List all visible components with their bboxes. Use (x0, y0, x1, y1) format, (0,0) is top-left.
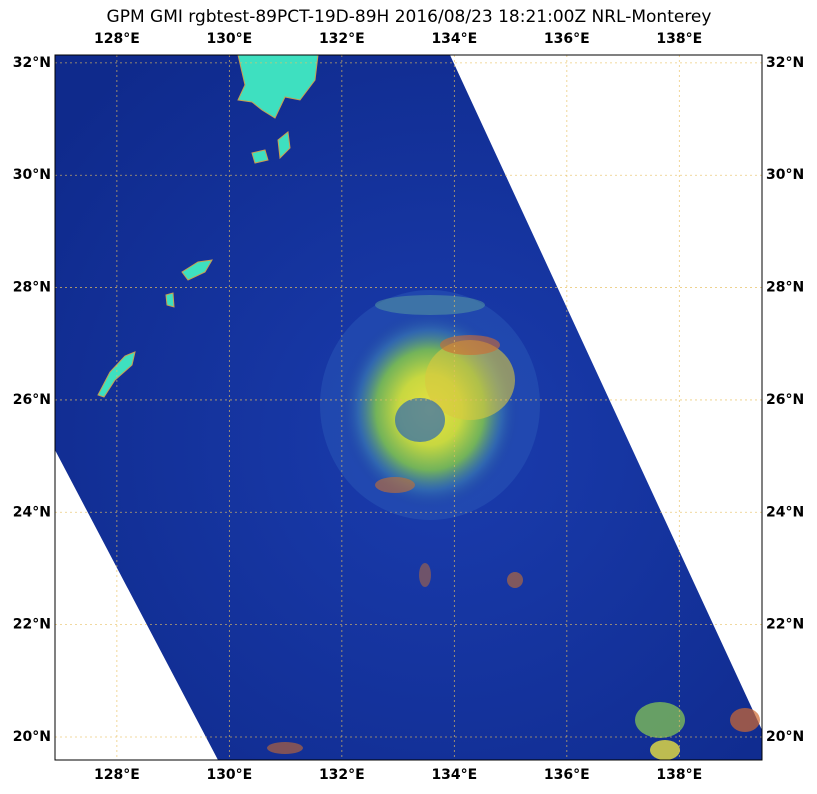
lon-tick-label: 132°E (319, 767, 365, 783)
lon-tick-label: 132°E (319, 31, 365, 47)
lat-tick-label: 32°N (766, 55, 804, 71)
lat-tick-label: 30°N (766, 167, 804, 183)
lon-tick-label: 128°E (94, 767, 140, 783)
imagery (55, 55, 762, 760)
lat-tick-label: 30°N (13, 167, 51, 183)
lat-tick-label: 26°N (766, 392, 804, 408)
lat-tick-label: 24°N (766, 504, 804, 520)
lon-tick-label: 134°E (431, 767, 477, 783)
lon-tick-label: 136°E (544, 767, 590, 783)
lon-tick-label: 130°E (206, 767, 252, 783)
lon-tick-label: 138°E (656, 767, 702, 783)
lon-tick-label: 134°E (431, 31, 477, 47)
land (237, 55, 319, 119)
lon-tick-label: 136°E (544, 31, 590, 47)
lat-tick-label: 28°N (766, 280, 804, 296)
lat-tick-label: 32°N (13, 55, 51, 71)
frame (54, 54, 763, 761)
lat-tick-label: 22°N (13, 617, 51, 633)
lat-tick-label: 26°N (13, 392, 51, 408)
title: GPM GMI rgbtest-89PCT-19D-89H 2016/08/23… (107, 7, 712, 27)
lat-tick-label: 20°N (13, 729, 51, 745)
lat-tick-label: 28°N (13, 280, 51, 296)
lat-tick-label: 24°N (13, 504, 51, 520)
lat-tick-label: 20°N (766, 729, 804, 745)
lon-tick-label: 128°E (94, 31, 140, 47)
lat-tick-label: 22°N (766, 617, 804, 633)
lon-tick-label: 138°E (656, 31, 702, 47)
lon-tick-label: 130°E (206, 31, 252, 47)
